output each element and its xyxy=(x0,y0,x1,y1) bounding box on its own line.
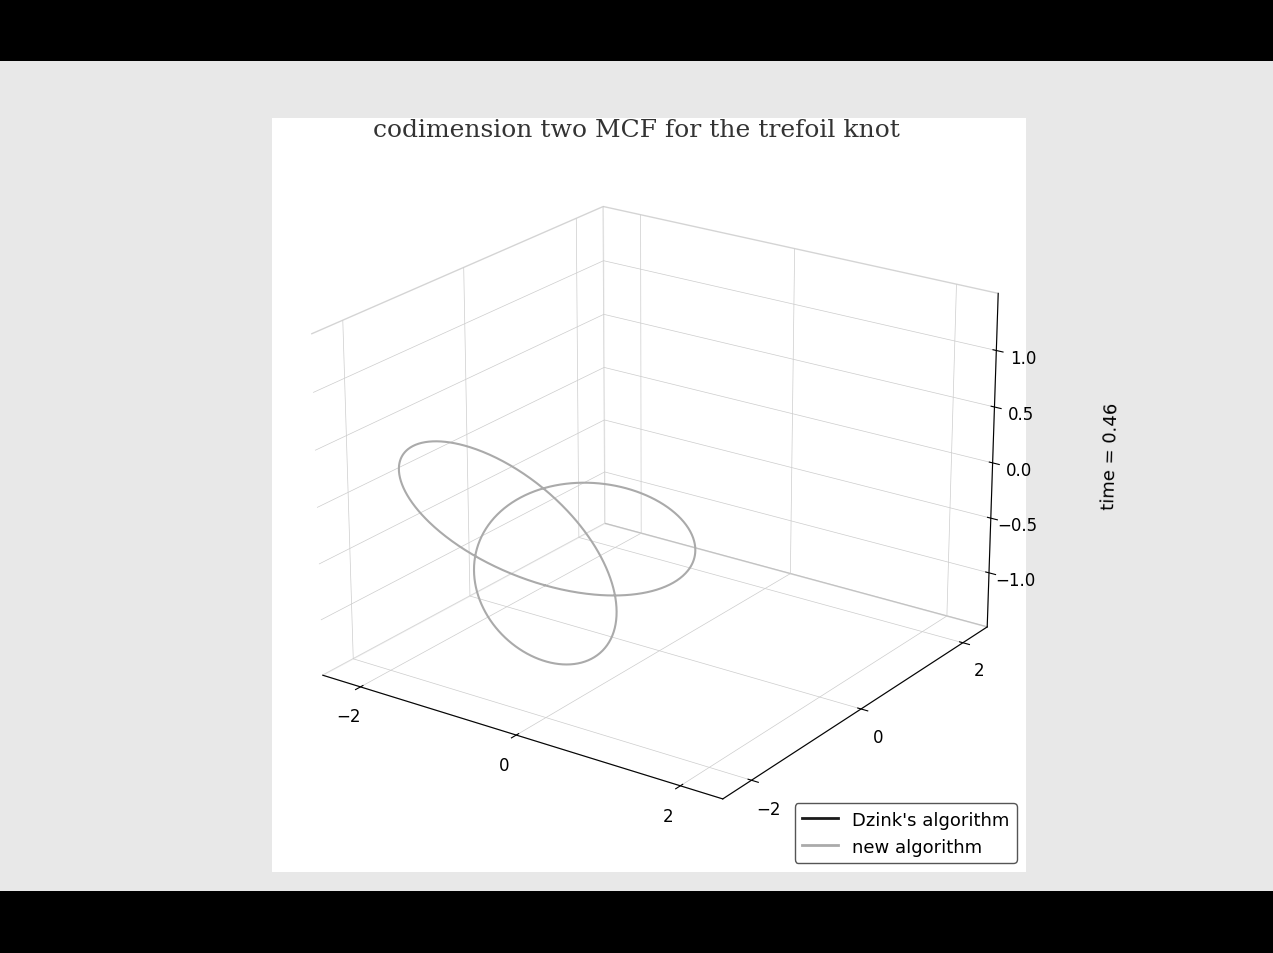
Text: codimension two MCF for the trefoil knot: codimension two MCF for the trefoil knot xyxy=(373,119,900,142)
Legend: Dzink's algorithm, new algorithm: Dzink's algorithm, new algorithm xyxy=(794,803,1017,863)
